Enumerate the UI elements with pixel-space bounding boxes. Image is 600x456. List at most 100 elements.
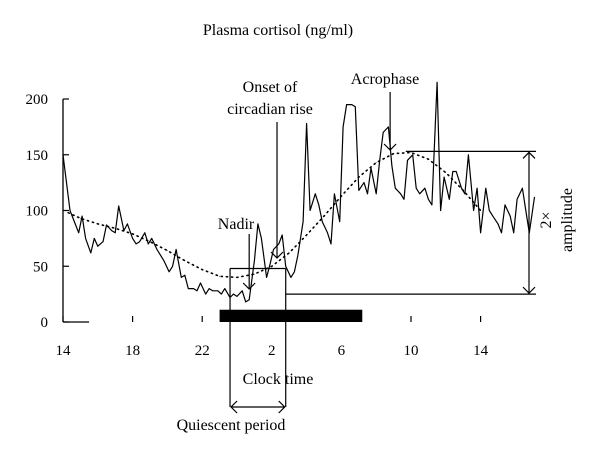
cortisol-point bbox=[208, 288, 210, 289]
cortisol-point bbox=[314, 193, 316, 195]
annotation-amplitude-line1: 2× bbox=[538, 211, 555, 228]
cortisol-point bbox=[187, 288, 189, 289]
x-tick-label: 18 bbox=[125, 343, 140, 359]
annotation-onset-line2: circadian rise bbox=[227, 101, 313, 118]
cortisol-point bbox=[419, 193, 421, 195]
annotation-quiescent: Quiescent period bbox=[177, 417, 286, 434]
amplitude-arrow-up bbox=[522, 151, 536, 159]
cortisol-point bbox=[273, 249, 274, 250]
cortisol-point bbox=[160, 254, 161, 256]
cortisol-point bbox=[285, 265, 287, 267]
fitted-point bbox=[462, 190, 464, 191]
cortisol-point bbox=[132, 238, 134, 239]
x-tick-label: 6 bbox=[338, 343, 346, 359]
annotation-nadir: Nadir bbox=[218, 216, 255, 233]
fitted-point bbox=[428, 158, 429, 160]
cortisol-point bbox=[522, 187, 523, 189]
cortisol-point bbox=[354, 106, 356, 108]
cortisol-point bbox=[492, 215, 494, 217]
cortisol-point bbox=[318, 204, 320, 206]
cortisol-point bbox=[135, 243, 137, 245]
cortisol-point bbox=[184, 274, 186, 276]
cortisol-point bbox=[476, 187, 478, 189]
cortisol-point bbox=[111, 230, 113, 232]
cortisol-point bbox=[139, 241, 141, 243]
cortisol-point bbox=[118, 205, 120, 207]
cortisol-point bbox=[461, 187, 462, 189]
chart-title: Plasma cortisol (ng/ml) bbox=[203, 22, 353, 39]
fitted-point bbox=[114, 227, 116, 229]
fitted-point bbox=[445, 172, 447, 174]
cortisol-point bbox=[180, 277, 182, 278]
cortisol-point bbox=[452, 171, 454, 172]
x-tick-label: 10 bbox=[404, 343, 419, 359]
nadir-arrow-head bbox=[242, 282, 256, 290]
cortisol-point bbox=[497, 223, 499, 225]
fitted-point bbox=[149, 241, 151, 243]
cortisol-point bbox=[81, 215, 83, 217]
cortisol-point bbox=[69, 210, 71, 211]
cortisol-point bbox=[339, 221, 341, 223]
cortisol-point bbox=[367, 193, 368, 195]
cortisol-point bbox=[388, 126, 389, 128]
cortisol-point bbox=[193, 288, 194, 289]
fitted-point bbox=[393, 153, 394, 155]
fitted-point bbox=[80, 217, 81, 219]
cortisol-point bbox=[412, 154, 414, 156]
cortisol-point bbox=[212, 290, 214, 292]
annotation-amplitude-line2: amplitude bbox=[559, 188, 576, 252]
cortisol-point bbox=[62, 154, 64, 156]
cortisol-point bbox=[175, 249, 177, 250]
cortisol-point bbox=[168, 271, 170, 273]
cortisol-point bbox=[528, 232, 530, 234]
cortisol-point bbox=[391, 165, 393, 167]
series-layer bbox=[62, 81, 536, 303]
cortisol-point bbox=[342, 126, 344, 128]
cortisol-point bbox=[488, 210, 490, 211]
cortisol-point bbox=[330, 243, 332, 245]
cortisol-series-line bbox=[62, 81, 536, 303]
cortisol-point bbox=[516, 198, 518, 200]
x-tick-label: 14 bbox=[473, 343, 489, 359]
cortisol-point bbox=[473, 210, 474, 211]
fitted-point bbox=[132, 233, 134, 235]
fitted-point bbox=[341, 195, 342, 197]
y-tick-label: 50 bbox=[33, 259, 48, 275]
fitted-point bbox=[480, 210, 481, 211]
cortisol-point bbox=[455, 171, 457, 172]
cortisol-point bbox=[172, 265, 174, 267]
y-tick-label: 100 bbox=[26, 204, 49, 220]
fitted-point bbox=[358, 176, 360, 178]
cortisol-point bbox=[306, 123, 307, 124]
fitted-cosine-line bbox=[67, 151, 482, 279]
cortisol-point bbox=[424, 187, 426, 189]
cortisol-point bbox=[200, 282, 201, 284]
cortisol-point bbox=[436, 81, 438, 83]
cortisol-point bbox=[468, 154, 469, 156]
x-axis-label: Clock time bbox=[243, 371, 314, 388]
cortisol-point bbox=[309, 210, 311, 211]
cortisol-point bbox=[102, 241, 104, 243]
cortisol-point bbox=[278, 243, 280, 245]
cortisol-point bbox=[241, 290, 243, 292]
cortisol-point bbox=[97, 245, 99, 247]
cortisol-point bbox=[504, 204, 506, 206]
cortisol-point bbox=[448, 198, 450, 200]
annotation-overlays bbox=[219, 92, 536, 414]
cortisol-point bbox=[321, 221, 323, 223]
cortisol-point bbox=[205, 293, 207, 295]
cortisol-point bbox=[266, 277, 267, 278]
cortisol-point bbox=[440, 210, 441, 211]
y-tick-label: 150 bbox=[26, 148, 49, 164]
fitted-point bbox=[219, 275, 221, 277]
cortisol-point bbox=[334, 193, 335, 195]
cortisol-point bbox=[257, 223, 259, 225]
cortisol-point bbox=[297, 254, 299, 256]
cortisol-point bbox=[261, 238, 262, 239]
fitted-point bbox=[254, 273, 255, 275]
fitted-point bbox=[323, 215, 325, 217]
cortisol-point bbox=[236, 296, 238, 297]
fitted-point bbox=[410, 152, 412, 153]
cortisol-point bbox=[513, 232, 515, 234]
